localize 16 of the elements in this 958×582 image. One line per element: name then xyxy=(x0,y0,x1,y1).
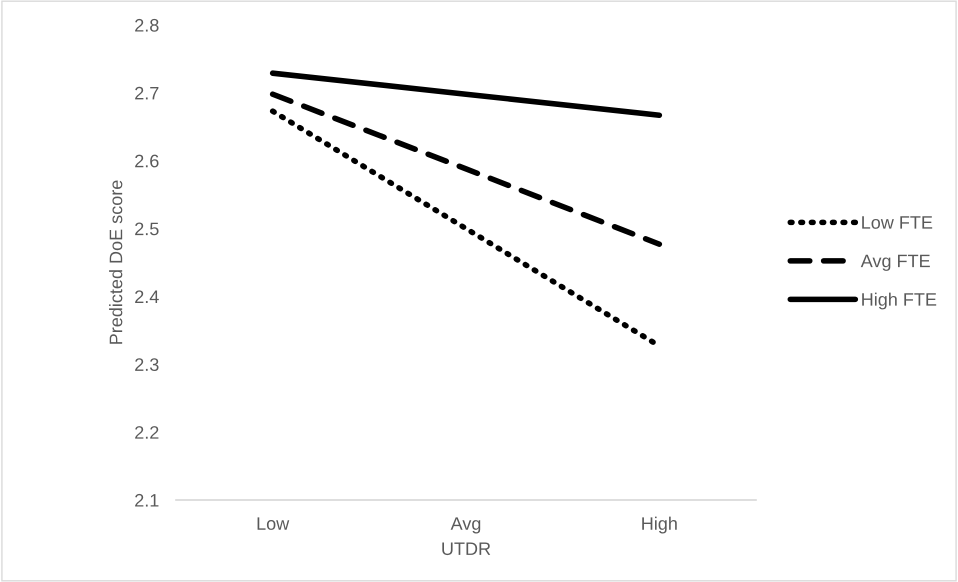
x-tick-label: High xyxy=(642,516,677,534)
y-tick-label: 2.5 xyxy=(135,222,159,236)
y-axis-title: Predicted DoE score xyxy=(109,180,122,344)
legend-label: Avg FTE xyxy=(860,254,930,271)
x-axis-title: UTDR xyxy=(442,542,490,556)
y-tick-label: 2.6 xyxy=(135,154,159,168)
y-tick-label: 2.2 xyxy=(135,426,158,439)
legend-label: Low FTE xyxy=(862,216,932,229)
x-tick-label: Low xyxy=(258,517,290,530)
y-tick-label: 2.1 xyxy=(135,494,158,507)
x-tick-label: Avg xyxy=(450,517,480,534)
legend-label: High FTE xyxy=(862,292,936,310)
y-tick-label: 2.3 xyxy=(135,358,159,372)
y-tick-label: 2.8 xyxy=(135,18,159,32)
y-tick-label: 2.4 xyxy=(135,290,159,303)
y-tick-label: 2.7 xyxy=(135,86,158,100)
